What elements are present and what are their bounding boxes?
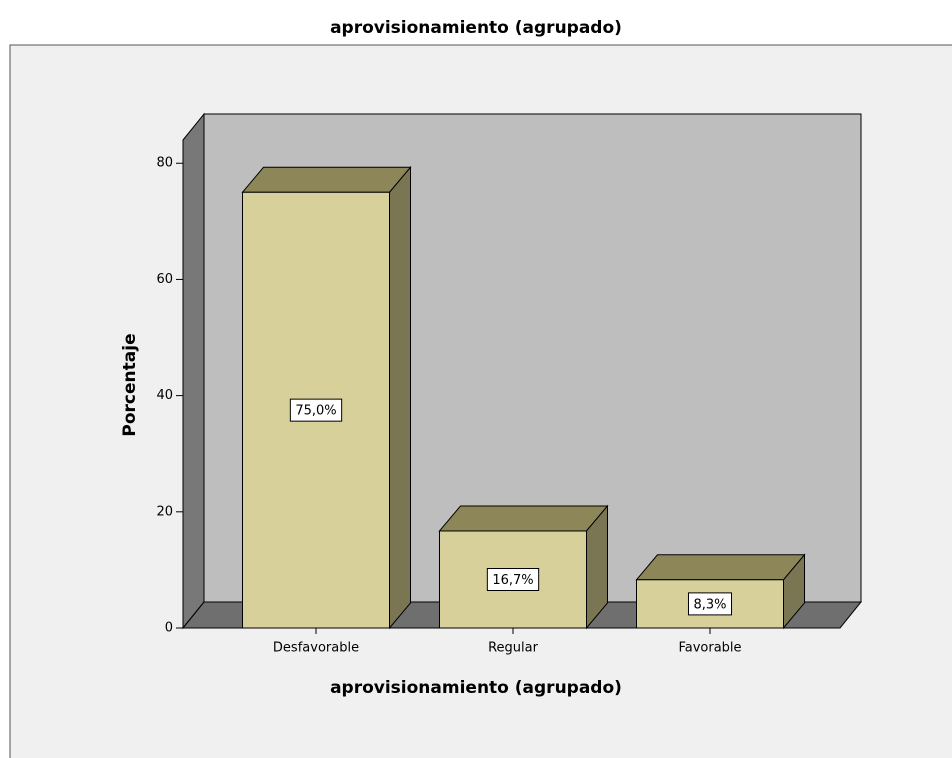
x-tick-label: Favorable (678, 641, 741, 656)
x-tick-label: Regular (488, 641, 539, 656)
plot-area: 0 20 40 60 80 75,0% Desfavorable 16,7% Regular 8,… (156, 112, 863, 656)
value-label: 75,0% (295, 404, 336, 419)
bar-top (635, 554, 806, 581)
y-tick-label: 0 (165, 621, 173, 636)
value-label-box (486, 567, 540, 591)
y-tick-label: 40 (156, 388, 173, 403)
bar-top (438, 505, 609, 532)
x-tick-label: Desfavorable (273, 641, 359, 656)
value-label-box (289, 398, 343, 422)
bar-top (241, 166, 412, 193)
value-label: 16,7% (492, 573, 533, 588)
y-tick-label: 20 (156, 504, 173, 519)
y-tick-label: 60 (156, 272, 173, 287)
value-label: 8,3% (693, 597, 726, 612)
x-axis-label: aprovisionamiento (agrupado) (330, 678, 622, 698)
bar-side (389, 165, 411, 630)
chart-title: aprovisionamiento (agrupado) (330, 18, 622, 38)
y-tick-label: 80 (156, 156, 173, 171)
y-axis-label: Porcentaje (120, 333, 140, 436)
left-wall (182, 112, 205, 630)
value-label-box (687, 592, 733, 616)
